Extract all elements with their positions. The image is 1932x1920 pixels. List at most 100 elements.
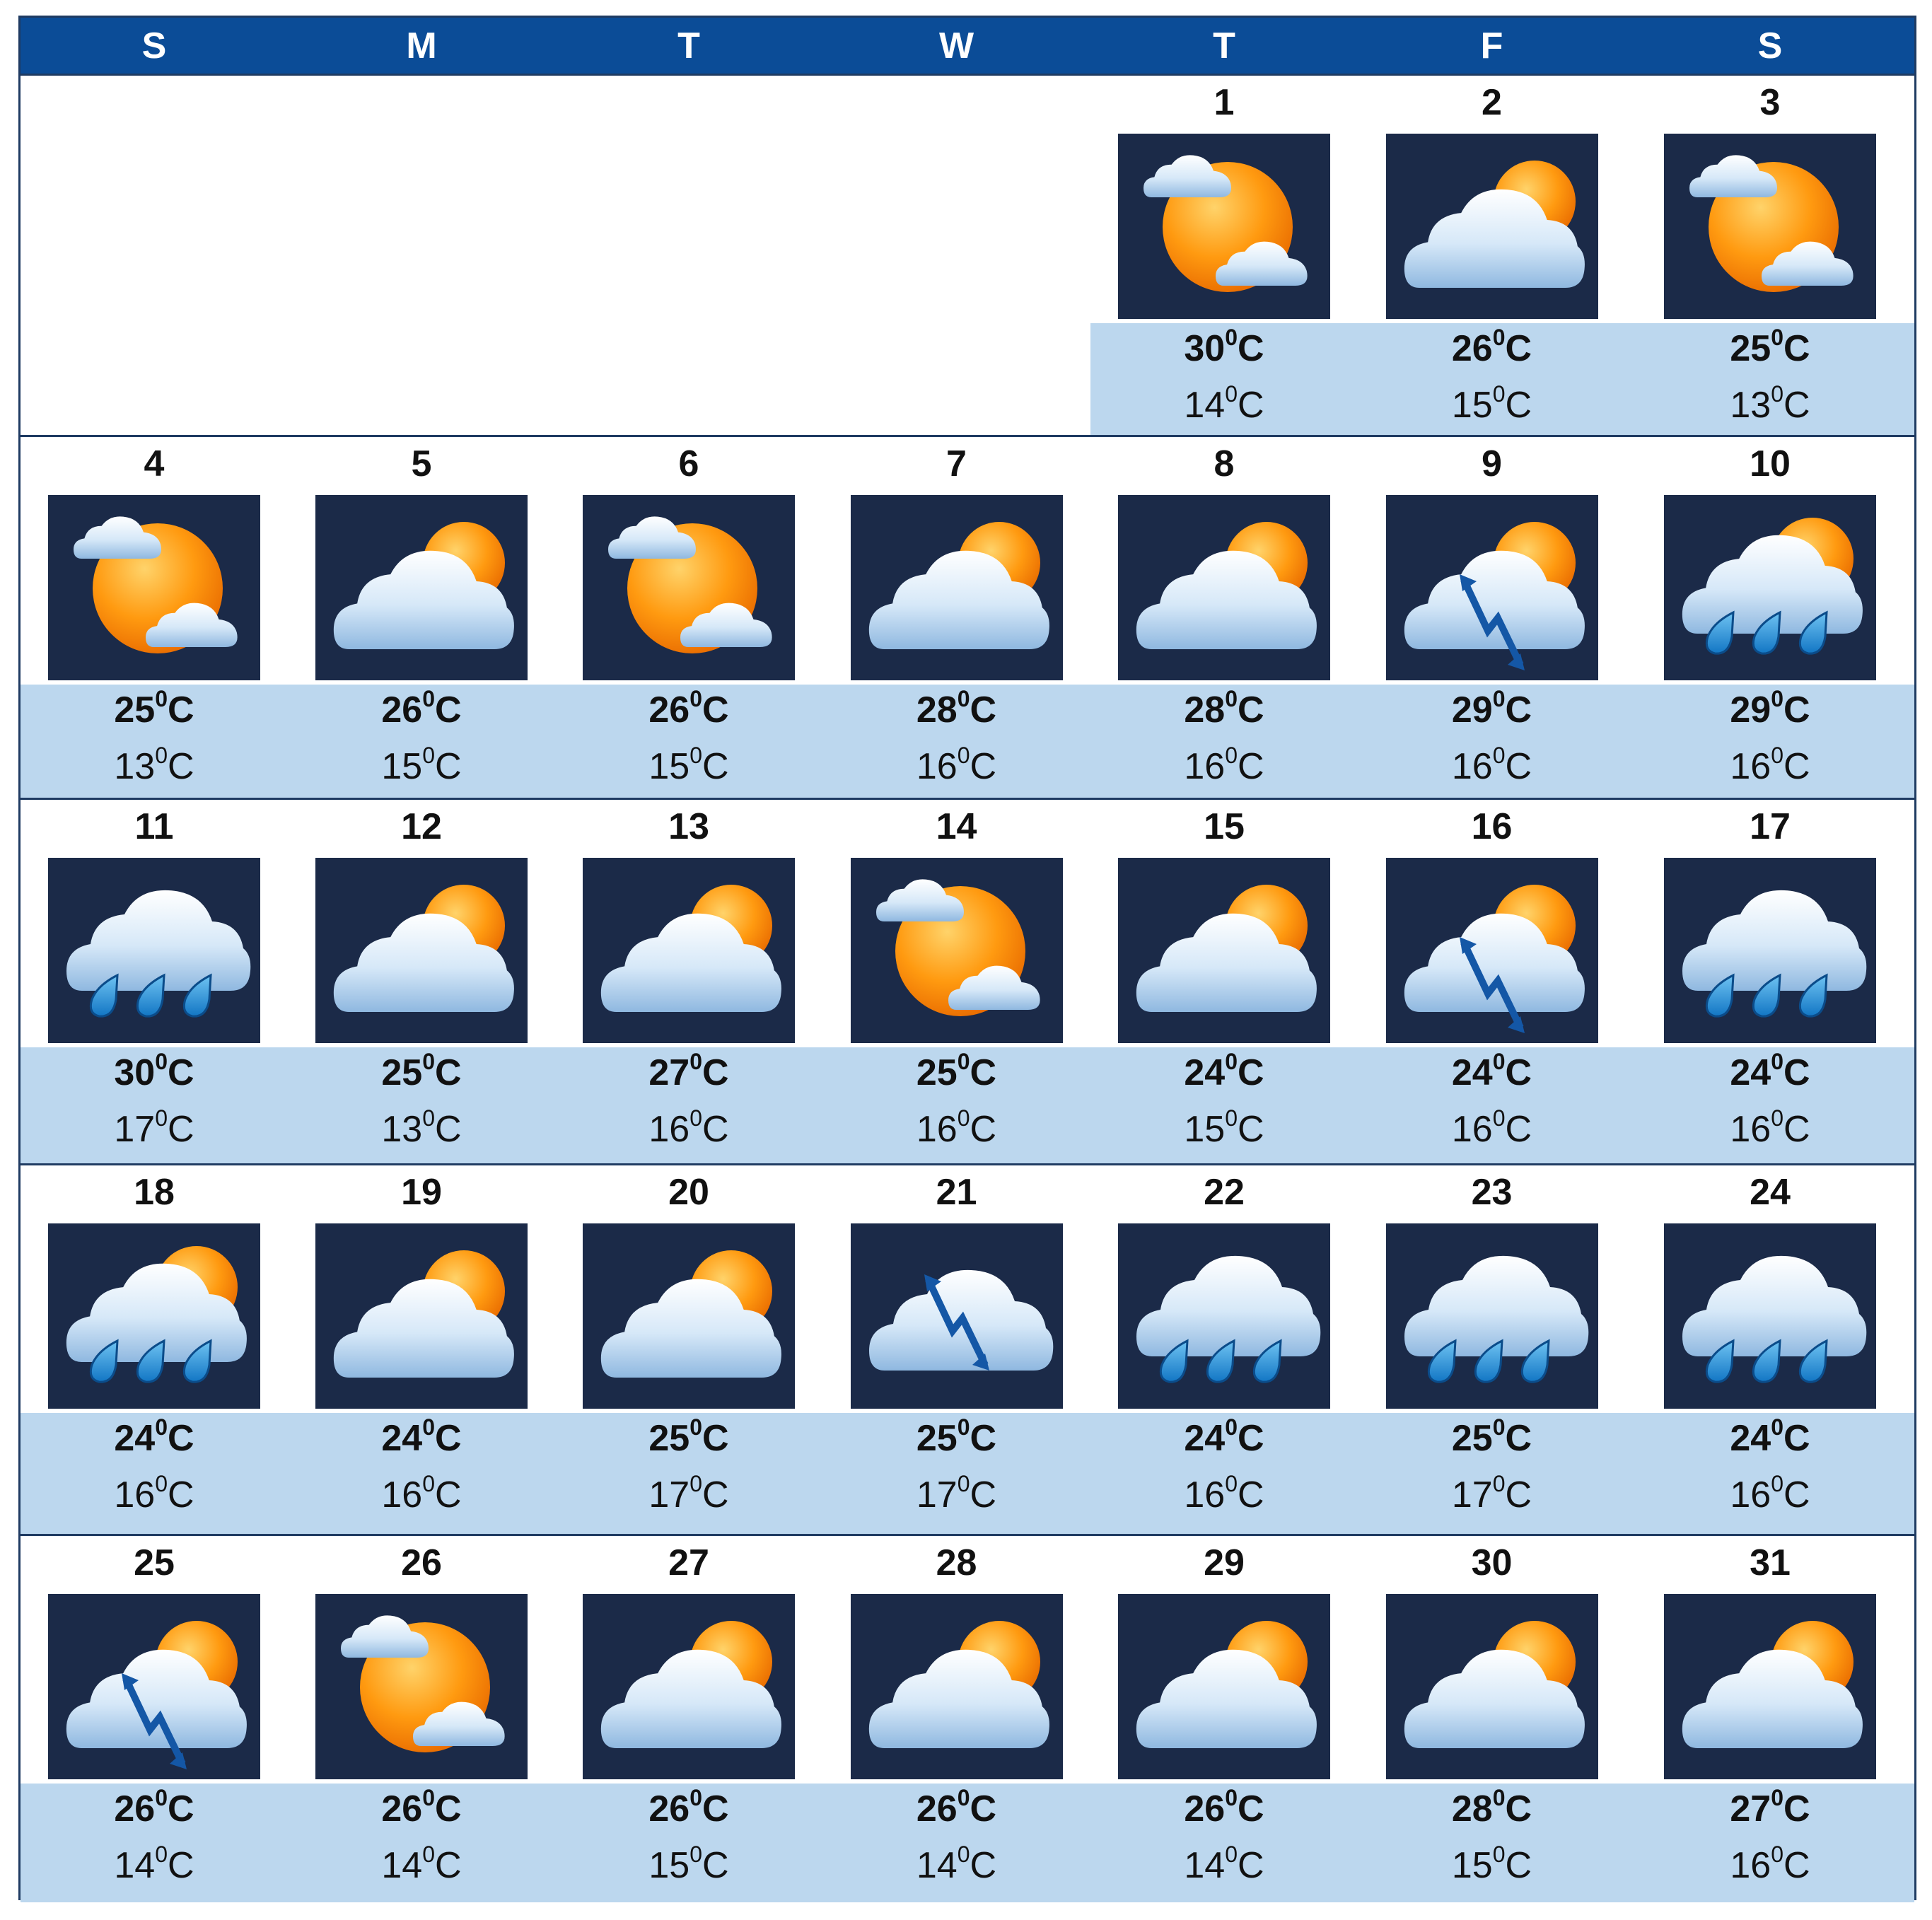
high-temperature: 260C (648, 686, 729, 731)
high-temperature: 300C (1184, 325, 1264, 369)
high-temperature: 240C (1184, 1414, 1264, 1459)
day-number: 3 (1759, 82, 1781, 123)
day-number: 1 (1214, 82, 1235, 123)
sun-cloud-icon (1118, 134, 1330, 319)
low-temperature: 150C (648, 743, 729, 787)
day-number: 30 (1471, 1542, 1513, 1583)
cloudy-icon (583, 858, 795, 1043)
week-row: 11 300C 170C 12 250C 130C 13 270C 160C 14 250C 160C… (21, 798, 1914, 1163)
high-temperature: 280C (1184, 686, 1264, 731)
day-number: 17 (1750, 806, 1791, 847)
day-cell[interactable]: 22 240C 160C (1090, 1165, 1358, 1534)
high-temperature: 280C (916, 686, 997, 731)
low-temperature: 150C (1451, 381, 1532, 426)
high-temperature: 240C (1184, 1049, 1264, 1093)
day-cell[interactable]: 30 280C 150C (1358, 1536, 1626, 1902)
day-number: 24 (1750, 1172, 1791, 1213)
day-number: 14 (936, 806, 977, 847)
week-row: 4 250C 130C 5 260C 150C 6 260C 150C 7 280C 160C 8 280… (21, 435, 1914, 798)
high-temperature: 250C (648, 1414, 729, 1459)
low-temperature: 160C (1184, 1471, 1264, 1515)
day-number: 27 (668, 1542, 709, 1583)
low-temperature: 140C (381, 1842, 462, 1886)
rain-icon (1664, 858, 1876, 1043)
day-cell[interactable]: 26 260C 140C (288, 1536, 555, 1902)
high-temperature: 250C (916, 1049, 997, 1093)
day-cell[interactable]: 18 240C 160C (21, 1165, 288, 1534)
day-cell[interactable]: 24 240C 160C (1626, 1165, 1914, 1534)
day-number: 6 (678, 443, 699, 484)
week-row: 1 300C 140C 2 260C 150C 3 250C 130C (21, 76, 1914, 435)
weekday-label: S (1757, 25, 1783, 66)
day-cell[interactable]: 29 260C 140C (1090, 1536, 1358, 1902)
high-temperature: 260C (381, 1785, 462, 1829)
day-number: 20 (668, 1172, 709, 1213)
low-temperature: 130C (114, 743, 194, 787)
rain-icon (1118, 1223, 1330, 1409)
high-temperature: 260C (381, 686, 462, 731)
day-cell[interactable]: 23 250C 170C (1358, 1165, 1626, 1534)
cloudy-icon (1118, 495, 1330, 680)
weather-calendar: S M T W T F S 1 300C 140C 2 260C 150C 3 250C 130C 4 250C… (18, 16, 1916, 1902)
day-cell[interactable]: 8 280C 160C (1090, 437, 1358, 798)
day-cell[interactable]: 3 250C 130C (1626, 76, 1914, 435)
day-cell[interactable]: 19 240C 160C (288, 1165, 555, 1534)
sun-cloud-icon (315, 1594, 528, 1779)
day-cell[interactable]: 14 250C 160C (822, 800, 1090, 1163)
thunder-sun-icon (48, 1594, 260, 1779)
day-cell[interactable]: 21 250C 170C (822, 1165, 1090, 1534)
day-cell[interactable]: 4 250C 130C (21, 437, 288, 798)
day-cell[interactable]: 1 300C 140C (1090, 76, 1358, 435)
cloudy-icon (1385, 1594, 1598, 1779)
day-cell[interactable]: 2 260C 150C (1358, 76, 1626, 435)
day-cell[interactable]: 9 290C 160C (1358, 437, 1626, 798)
low-temperature: 160C (916, 1105, 997, 1150)
high-temperature: 240C (1730, 1049, 1810, 1093)
day-cell[interactable]: 10 290C 160C (1626, 437, 1914, 798)
high-temperature: 260C (1451, 325, 1532, 369)
high-temperature: 250C (1730, 325, 1810, 369)
low-temperature: 150C (648, 1842, 729, 1886)
day-cell[interactable]: 13 270C 160C (555, 800, 822, 1163)
day-number: 25 (134, 1542, 175, 1583)
day-cell[interactable]: 27 260C 150C (555, 1536, 822, 1902)
low-temperature: 160C (1451, 1105, 1532, 1150)
low-temperature: 130C (1730, 381, 1810, 426)
day-cell[interactable]: 12 250C 130C (288, 800, 555, 1163)
low-temperature: 140C (1184, 381, 1264, 426)
day-cell[interactable]: 15 240C 150C (1090, 800, 1358, 1163)
day-cell[interactable]: 20 250C 170C (555, 1165, 822, 1534)
day-number: 16 (1471, 806, 1513, 847)
high-temperature: 250C (381, 1049, 462, 1093)
temperature-band (21, 1047, 1914, 1163)
day-cell[interactable]: 16 240C 160C (1358, 800, 1626, 1163)
low-temperature: 160C (1451, 743, 1532, 787)
day-cell[interactable]: 6 260C 150C (555, 437, 822, 798)
rain-sun-icon (1664, 495, 1876, 680)
day-cell[interactable]: 5 260C 150C (288, 437, 555, 798)
low-temperature: 160C (1184, 743, 1264, 787)
rain-icon (48, 858, 260, 1043)
day-cell[interactable]: 28 260C 140C (822, 1536, 1090, 1902)
rain-icon (1664, 1223, 1876, 1409)
day-number: 12 (401, 806, 442, 847)
cloudy-icon (1118, 1594, 1330, 1779)
day-number: 29 (1204, 1542, 1245, 1583)
day-number: 22 (1204, 1172, 1245, 1213)
sun-cloud-icon (583, 495, 795, 680)
day-cell[interactable]: 17 240C 160C (1626, 800, 1914, 1163)
day-cell[interactable]: 25 260C 140C (21, 1536, 288, 1902)
day-number: 8 (1214, 443, 1235, 484)
high-temperature: 260C (114, 1785, 194, 1829)
rain-sun-icon (48, 1223, 260, 1409)
day-cell[interactable]: 31 270C 160C (1626, 1536, 1914, 1902)
temperature-band (1090, 323, 1914, 435)
low-temperature: 140C (1184, 1842, 1264, 1886)
temperature-band (21, 1413, 1914, 1534)
weekday-label: W (938, 25, 974, 66)
low-temperature: 170C (1451, 1471, 1532, 1515)
day-cell[interactable]: 7 280C 160C (822, 437, 1090, 798)
sun-cloud-icon (48, 495, 260, 680)
day-cell[interactable]: 11 300C 170C (21, 800, 288, 1163)
